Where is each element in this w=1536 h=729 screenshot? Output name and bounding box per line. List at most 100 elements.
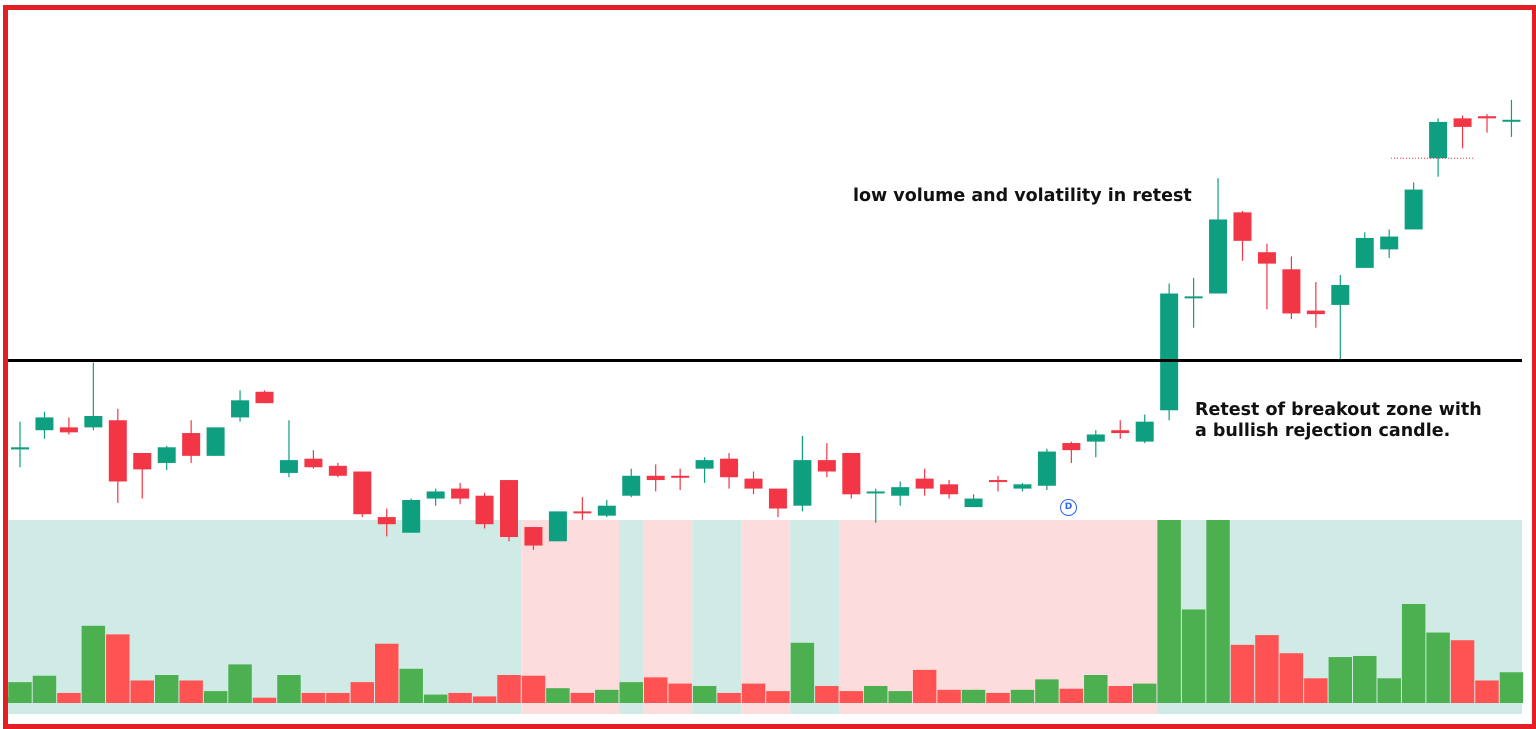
volume-bar bbox=[1401, 603, 1426, 703]
volume-bar bbox=[619, 682, 643, 703]
volume-bar bbox=[57, 692, 81, 703]
candle-body bbox=[1355, 237, 1374, 268]
candle-body bbox=[646, 475, 665, 481]
candle-body bbox=[1037, 451, 1056, 486]
volume-bar bbox=[203, 691, 228, 703]
volume-bar bbox=[766, 691, 790, 703]
candle-body bbox=[59, 427, 78, 433]
candle-body bbox=[1086, 434, 1105, 442]
volume-bar bbox=[1353, 655, 1377, 703]
volume-bar bbox=[839, 691, 864, 703]
volume-bar bbox=[570, 692, 595, 703]
volume-bar bbox=[1328, 657, 1353, 703]
candle-body bbox=[573, 511, 592, 514]
candle-body bbox=[1380, 236, 1399, 250]
candle-body bbox=[1282, 269, 1301, 314]
candle-body bbox=[940, 484, 959, 495]
volume-bar bbox=[692, 685, 717, 703]
annotation-line-1: Retest of breakout zone with bbox=[1195, 400, 1482, 420]
candle-body bbox=[304, 458, 323, 468]
candle-body bbox=[1135, 421, 1154, 442]
candle-body bbox=[720, 458, 739, 478]
candle-body bbox=[671, 475, 690, 478]
candle-body bbox=[35, 417, 54, 431]
candle-body bbox=[1331, 284, 1350, 305]
candle-body bbox=[1478, 116, 1496, 119]
dividend-marker-icon[interactable]: D bbox=[1060, 499, 1077, 516]
volume-zone-band bbox=[741, 520, 791, 714]
volume-bar bbox=[8, 682, 32, 703]
volume-zone-band bbox=[3, 520, 9, 714]
volume-bar bbox=[4, 697, 9, 703]
volume-bar bbox=[277, 675, 301, 703]
candle-body bbox=[817, 460, 836, 472]
volume-bar bbox=[790, 642, 815, 703]
volume-bar bbox=[1035, 679, 1059, 703]
candle-body bbox=[84, 415, 103, 428]
volume-bar bbox=[375, 643, 399, 703]
candle-body bbox=[548, 511, 567, 542]
candle-body bbox=[768, 488, 787, 509]
volume-bar bbox=[301, 692, 326, 703]
volume-bar bbox=[1132, 683, 1157, 703]
volume-bar bbox=[81, 625, 106, 703]
volume-bars bbox=[4, 520, 1524, 703]
candle-body bbox=[915, 478, 934, 489]
volume-bar bbox=[864, 685, 888, 703]
volume-bar bbox=[668, 683, 692, 703]
candle-body bbox=[1306, 310, 1325, 315]
volume-bar bbox=[1475, 680, 1499, 703]
candle-body bbox=[402, 499, 421, 533]
annotation-breakout-retest: Retest of breakout zone with a bullish r… bbox=[1195, 400, 1482, 442]
candle-body bbox=[500, 480, 518, 538]
candle-body bbox=[842, 453, 861, 495]
candle-body bbox=[328, 465, 347, 476]
volume-bar bbox=[228, 664, 252, 703]
volume-bar bbox=[32, 675, 57, 703]
volume-bar bbox=[717, 692, 741, 703]
volume-bar bbox=[1450, 640, 1475, 703]
volume-bar bbox=[1108, 685, 1132, 703]
candle-body bbox=[1209, 219, 1228, 294]
candle-body bbox=[157, 447, 176, 463]
volume-bar bbox=[815, 685, 839, 703]
volume-bar bbox=[326, 692, 350, 703]
volume-bar bbox=[1377, 678, 1401, 703]
volume-bar bbox=[1206, 520, 1230, 703]
volume-bar bbox=[350, 682, 375, 703]
candle-body bbox=[891, 487, 910, 496]
volume-bar bbox=[472, 696, 497, 703]
candle-body bbox=[1062, 443, 1081, 451]
candle-body bbox=[255, 391, 274, 404]
volume-bar bbox=[1255, 635, 1279, 703]
candle-body bbox=[1013, 484, 1032, 489]
candle-body bbox=[426, 491, 445, 499]
volume-bar bbox=[1059, 688, 1084, 703]
candle-body bbox=[866, 491, 885, 494]
volume-zone-band bbox=[839, 520, 1157, 714]
volume-bar bbox=[986, 692, 1010, 703]
volume-bar bbox=[130, 680, 154, 703]
volume-bar bbox=[888, 691, 912, 703]
volume-bar bbox=[106, 634, 130, 703]
volume-bar bbox=[937, 689, 961, 703]
volume-bar bbox=[179, 680, 203, 703]
volume-bar bbox=[399, 668, 423, 703]
volume-bar bbox=[423, 694, 448, 703]
candle-body bbox=[451, 488, 470, 499]
candle-body bbox=[475, 495, 494, 525]
candle-body bbox=[1233, 212, 1252, 241]
volume-bar bbox=[252, 697, 277, 703]
candle-body bbox=[108, 420, 127, 482]
candle-body bbox=[133, 453, 152, 470]
volume-bar bbox=[448, 692, 472, 703]
candle-body bbox=[695, 460, 714, 469]
volume-bar bbox=[1426, 632, 1450, 703]
candle-body bbox=[1453, 118, 1472, 127]
volume-zone-band bbox=[692, 520, 742, 714]
volume-bar bbox=[546, 688, 570, 703]
volume-bar bbox=[961, 689, 986, 703]
volume-zone-band bbox=[619, 520, 644, 714]
candle-body bbox=[1111, 430, 1130, 434]
